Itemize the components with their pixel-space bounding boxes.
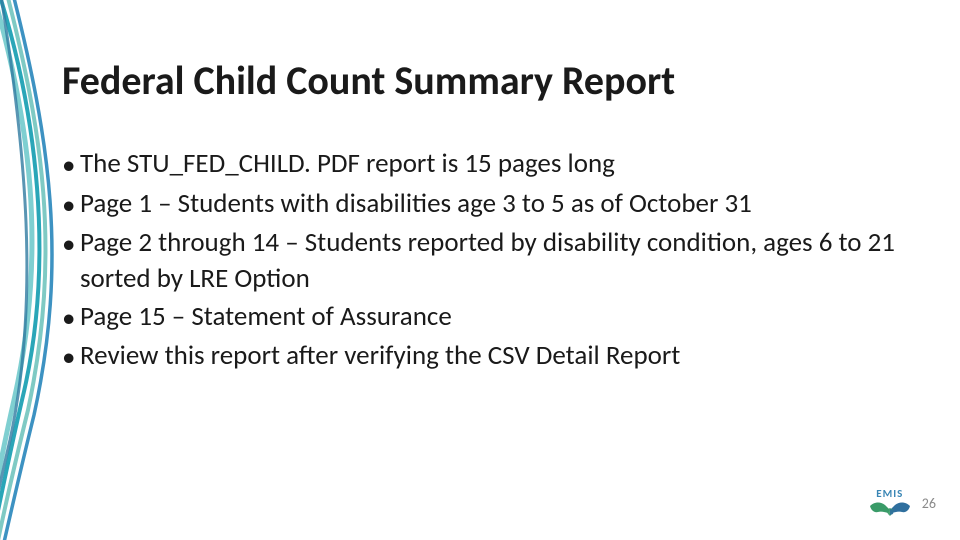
bullet-item: • The STU_FED_CHILD. PDF report is 15 pa…: [62, 146, 930, 184]
bullet-text: Page 15 – Statement of Assurance: [80, 299, 930, 335]
bullet-text: Review this report after verifying the C…: [80, 338, 930, 374]
bullet-item: • Review this report after verifying the…: [62, 338, 930, 376]
handshake-icon: [868, 498, 912, 522]
bullet-marker: •: [62, 186, 80, 224]
bullet-item: • Page 2 through 14 – Students reported …: [62, 225, 930, 296]
bullet-text: The STU_FED_CHILD. PDF report is 15 page…: [80, 146, 930, 182]
bullet-marker: •: [62, 225, 80, 263]
emis-logo: EMIS: [868, 487, 912, 522]
slide-title: Federal Child Count Summary Report: [62, 58, 930, 104]
bullet-text: Page 2 through 14 – Students reported by…: [80, 225, 930, 296]
slide-footer: EMIS 26: [868, 487, 936, 522]
page-number: 26: [922, 495, 936, 514]
bullet-list: • The STU_FED_CHILD. PDF report is 15 pa…: [62, 146, 930, 376]
bullet-text: Page 1 – Students with disabilities age …: [80, 186, 930, 222]
bullet-marker: •: [62, 146, 80, 184]
decorative-swoosh: [0, 0, 70, 540]
bullet-marker: •: [62, 338, 80, 376]
bullet-item: • Page 1 – Students with disabilities ag…: [62, 186, 930, 224]
bullet-marker: •: [62, 299, 80, 337]
slide-content: Federal Child Count Summary Report • The…: [62, 58, 930, 378]
bullet-item: • Page 15 – Statement of Assurance: [62, 299, 930, 337]
